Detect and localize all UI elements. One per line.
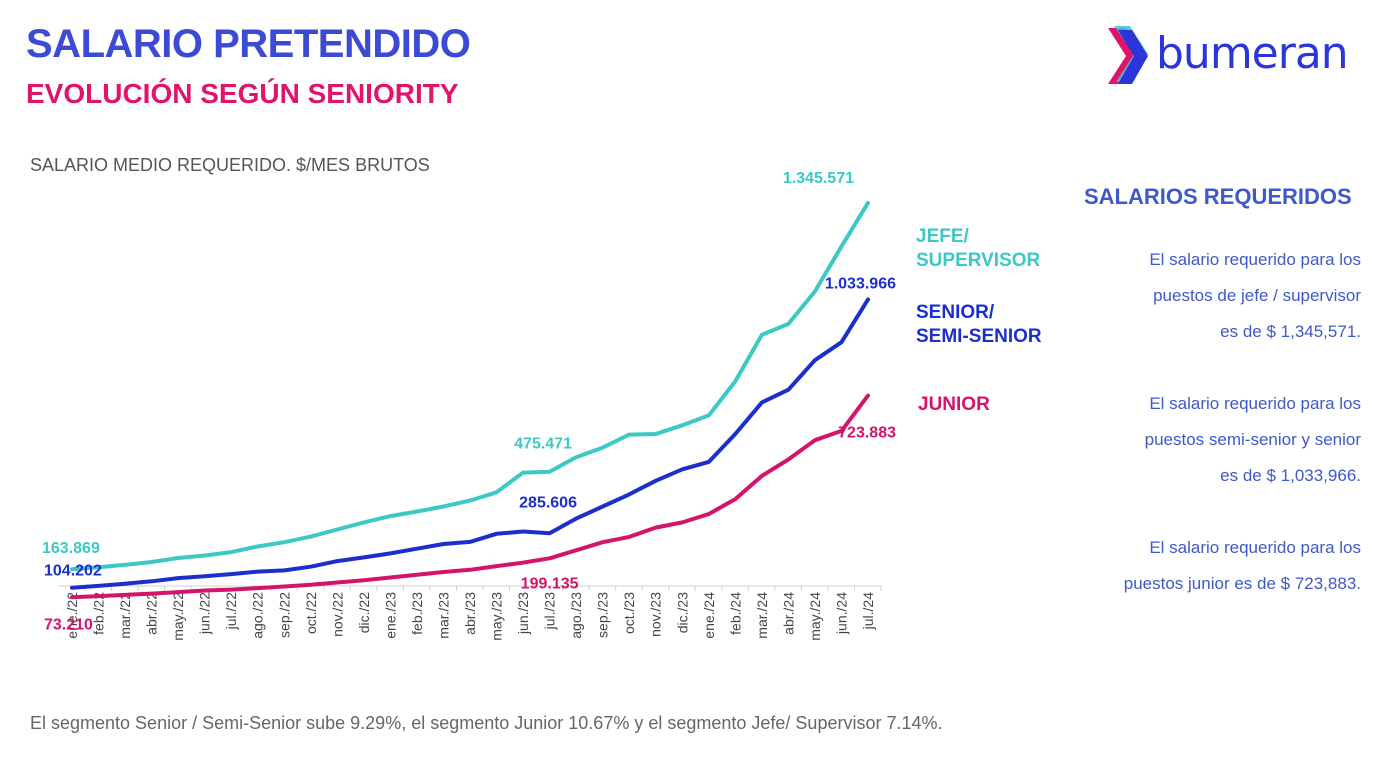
x-tick-label: may./23 [489,592,505,641]
legend-jefe-line-2: SUPERVISOR [916,250,1041,271]
x-tick-label: feb./24 [727,592,743,635]
panel-jefe-line-3: es de $ 1,345,571. [1220,322,1361,341]
x-tick-label: feb./22 [91,592,107,635]
legend-senior: SENIOR/ SEMI-SENIOR [916,301,1042,349]
salary-line-chart: ene./22 feb./22 mar./22 abr./22 may./22 jun./… [42,170,896,641]
series-line-junior [70,393,870,600]
x-tick-label: sep./22 [276,592,292,638]
x-tick-label: jun./22 [197,592,213,635]
x-tick-label: may./22 [170,592,186,641]
panel-jefe-line-1: El salario requerido para los [1149,250,1361,269]
data-label-senior: 1.033.966 [825,275,896,292]
panel-jefe-text: El salario requerido para los puestos de… [1061,242,1361,350]
panel-senior-line-1: El salario requerido para los [1149,394,1361,413]
legend-jefe-line-1: JEFE/ [916,226,969,247]
panel-junior-line-2: puestos junior es de $ 723,883. [1123,574,1361,593]
x-tick-label: nov./22 [329,592,345,637]
series-line-senior [70,297,870,590]
x-tick-label: jul./22 [223,592,239,631]
data-label-junior: 73.210 [44,616,93,633]
panel-jefe-line-2: puestos de jefe / supervisor [1153,286,1361,305]
footnote: El segmento Senior / Semi-Senior sube 9.… [30,713,943,733]
legend-junior-line-1: JUNIOR [918,394,990,415]
series-line-jefe [70,200,870,572]
x-tick-label: jun./24 [833,592,849,635]
x-tick-label: dic./22 [356,592,372,633]
bumeran-logo-icon [1108,26,1148,84]
data-label-junior: 723.883 [838,425,896,442]
bumeran-logo: bumeran [1104,24,1374,88]
data-label-jefe: 475.471 [514,436,572,453]
x-tick-label: may./24 [807,592,823,641]
page-title: SALARIO PRETENDIDO [26,22,471,66]
page-subtitle: EVOLUCIÓN SEGÚN SENIORITY [26,78,459,109]
x-tick-label: dic./23 [674,592,690,633]
x-tick-label: feb./23 [409,592,425,635]
panel-senior-text: El salario requerido para los puestos se… [1061,386,1361,494]
panel-junior-line-1: El salario requerido para los [1149,538,1361,557]
x-tick-label: ene./22 [64,592,80,639]
logo-wordmark: bumeran [1156,28,1349,79]
chart-caption: SALARIO MEDIO REQUERIDO. $/MES BRUTOS [30,155,430,175]
x-tick-label: jun./23 [515,592,531,635]
x-tick-label: ago./22 [250,592,266,639]
legend-jefe: JEFE/ SUPERVISOR [916,225,1040,273]
x-tick-label: ene./23 [382,592,398,639]
x-tick-label: sep./23 [595,592,611,638]
x-tick-label: abr./22 [144,592,160,635]
x-tick-label: jul./23 [542,592,558,631]
panel-junior-text: El salario requerido para los puestos ju… [1061,530,1361,602]
data-label-jefe: 1.345.571 [783,170,854,187]
data-label-jefe: 163.869 [42,540,100,557]
x-tick-label: oct./23 [621,592,637,634]
x-tick-label: mar./23 [435,592,451,639]
panel-title: SALARIOS REQUERIDOS [1084,184,1352,209]
legend-senior-line-1: SENIOR/ [916,302,995,323]
x-tick-label: jul./24 [860,592,876,631]
legend-junior: JUNIOR [918,393,990,417]
data-label-senior: 285.606 [519,494,577,511]
x-tick-label: abr./23 [462,592,478,635]
x-tick-label: mar./22 [117,592,133,639]
legend-senior-line-2: SEMI-SENIOR [916,326,1042,347]
panel-senior-line-2: puestos semi-senior y senior [1144,430,1361,449]
panel-senior-line-3: es de $ 1,033,966. [1220,466,1361,485]
data-label-senior: 104.202 [44,563,102,580]
x-tick-label: oct./22 [303,592,319,634]
x-tick-label: abr./24 [780,592,796,635]
x-tick-label: mar./24 [754,592,770,639]
x-tick-label: ago./23 [568,592,584,639]
x-tick-label: nov./23 [648,592,664,637]
data-label-junior: 199.135 [521,575,579,592]
x-tick-label: ene./24 [701,592,717,639]
